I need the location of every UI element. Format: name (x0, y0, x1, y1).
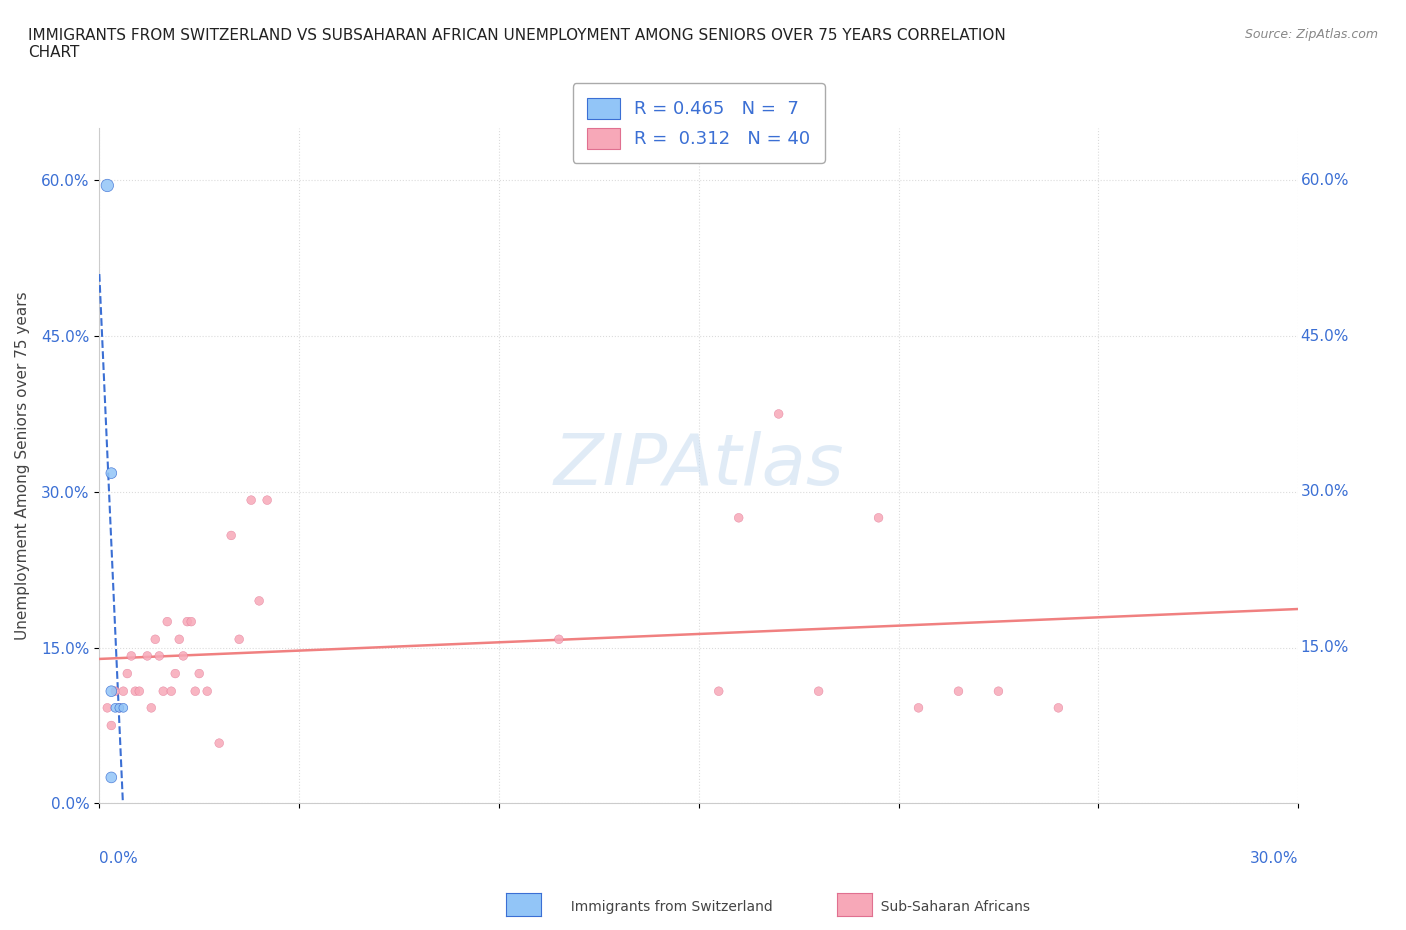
Point (100, 684, 122, 698)
Point (165, 666, 187, 681)
Point (228, 631, 250, 646)
Point (100, 466, 122, 481)
Point (143, 631, 166, 646)
Text: 30.0%: 30.0% (1301, 485, 1348, 499)
Point (148, 648, 170, 663)
Point (195, 684, 218, 698)
Point (104, 700, 127, 715)
Point (128, 684, 150, 698)
Text: 60.0%: 60.0% (1301, 173, 1348, 188)
Point (112, 700, 135, 715)
Point (156, 614, 179, 629)
Point (219, 528, 242, 543)
Text: Immigrants from Switzerland: Immigrants from Switzerland (562, 899, 773, 914)
Point (907, 700, 929, 715)
Text: 0.0%: 0.0% (100, 851, 138, 866)
Point (167, 631, 190, 646)
Text: 15.0%: 15.0% (1301, 640, 1348, 655)
Point (184, 684, 207, 698)
Point (108, 700, 131, 715)
Point (124, 684, 146, 698)
Point (136, 648, 159, 663)
Point (176, 614, 198, 629)
Point (807, 684, 830, 698)
Text: Sub-Saharan Africans: Sub-Saharan Africans (872, 899, 1029, 914)
Text: ZIPAtlas: ZIPAtlas (554, 432, 844, 500)
Point (172, 648, 194, 663)
Point (1047, 700, 1070, 715)
Text: IMMIGRANTS FROM SWITZERLAND VS SUBSAHARAN AFRICAN UNEMPLOYMENT AMONG SENIORS OVE: IMMIGRANTS FROM SWITZERLAND VS SUBSAHARA… (28, 28, 1005, 60)
Text: 30.0%: 30.0% (1250, 851, 1298, 866)
Point (141, 700, 163, 715)
Point (256, 493, 278, 508)
Point (152, 684, 174, 698)
Point (96, 178, 118, 193)
Legend: R = 0.465   N =  7, R =  0.312   N = 40: R = 0.465 N = 7, R = 0.312 N = 40 (572, 84, 825, 163)
Point (100, 718, 122, 733)
Text: Source: ZipAtlas.com: Source: ZipAtlas.com (1244, 28, 1378, 41)
Point (987, 684, 1010, 698)
Point (247, 593, 270, 608)
Point (868, 511, 890, 525)
Point (100, 770, 122, 785)
Point (727, 511, 749, 525)
Point (108, 700, 131, 715)
Point (112, 684, 135, 698)
Point (188, 666, 211, 681)
Point (768, 406, 790, 421)
Point (96, 700, 118, 715)
Point (547, 631, 569, 646)
Point (180, 614, 202, 629)
Point (104, 684, 127, 698)
Text: 45.0%: 45.0% (1301, 328, 1348, 343)
Point (120, 648, 142, 663)
Point (707, 684, 730, 698)
Point (208, 736, 231, 751)
Point (948, 684, 970, 698)
Point (117, 666, 139, 681)
Point (240, 493, 263, 508)
Y-axis label: Unemployment Among Seniors over 75 years: Unemployment Among Seniors over 75 years (15, 291, 30, 640)
Point (160, 684, 183, 698)
